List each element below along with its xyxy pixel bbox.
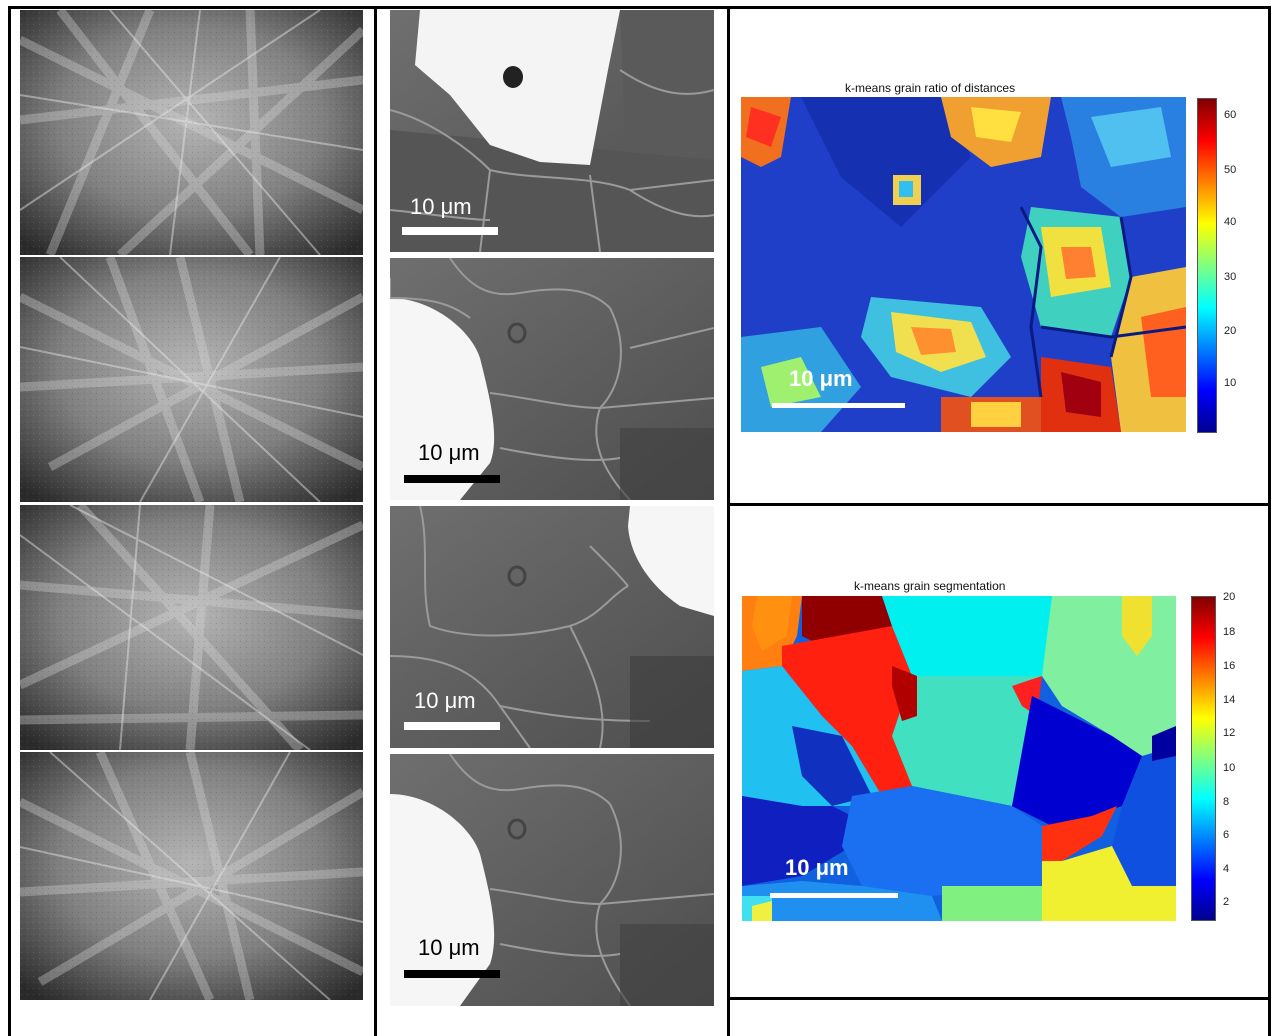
micrograph-2 xyxy=(389,257,715,501)
row-divider-1 xyxy=(727,503,1271,506)
scale-label-2: 10 μm xyxy=(418,440,480,465)
map-2-tick-0: 20 xyxy=(1223,591,1236,603)
map-2-tick-3: 14 xyxy=(1223,694,1236,706)
map-2-tick-4: 12 xyxy=(1223,727,1236,739)
micrograph-column xyxy=(389,10,715,1007)
map-1-scale-label: 10 μm xyxy=(789,366,853,391)
table-border-top xyxy=(8,6,1271,9)
scale-label-1: 10 μm xyxy=(410,194,472,219)
map-1-tick-4: 20 xyxy=(1224,325,1237,337)
scale-label-3: 10 μm xyxy=(414,688,476,713)
micrograph-1 xyxy=(389,10,715,253)
segmentation-map-image xyxy=(742,596,1176,921)
scale-bar-2 xyxy=(404,475,500,483)
ratio-map-image xyxy=(741,97,1187,432)
map-2-colorbar xyxy=(1191,596,1216,921)
map-1-colorbar xyxy=(1197,98,1217,433)
map-1-tick-1: 50 xyxy=(1224,164,1237,176)
map-1-tick-3: 30 xyxy=(1224,271,1237,283)
scale-bar-1 xyxy=(402,227,498,235)
map-1-tick-0: 60 xyxy=(1224,109,1237,121)
map-2-tick-2: 16 xyxy=(1223,660,1236,672)
map-2-title: k-means grain segmentation xyxy=(854,579,1006,593)
segmentation-map xyxy=(742,596,1176,921)
micrograph-3 xyxy=(389,505,714,749)
map-1-title: k-means grain ratio of distances xyxy=(845,81,1016,95)
kikuchi-pattern-column xyxy=(18,7,367,1002)
ratio-map xyxy=(741,97,1187,432)
map-2-tick-7: 6 xyxy=(1223,829,1230,841)
map-2-tick-9: 2 xyxy=(1223,896,1230,908)
map-2-tick-1: 18 xyxy=(1223,626,1236,638)
map-1-scale-bar xyxy=(772,403,905,408)
scale-label-4: 10 μm xyxy=(418,935,480,960)
scale-bar-3 xyxy=(404,722,500,730)
kikuchi-pattern-2 xyxy=(18,255,366,504)
map-2-tick-5: 10 xyxy=(1223,762,1236,774)
table-border-left xyxy=(8,6,11,1036)
map-1-tick-5: 10 xyxy=(1224,377,1237,389)
kikuchi-pattern-1 xyxy=(18,7,367,259)
map-1-tick-2: 40 xyxy=(1224,216,1237,228)
table-border-right xyxy=(1268,6,1271,1036)
kikuchi-pattern-4 xyxy=(18,750,366,1002)
column-divider-2 xyxy=(727,6,730,1036)
scale-bar-4 xyxy=(404,970,500,978)
column-divider-1 xyxy=(374,6,377,1036)
micrograph-4 xyxy=(390,753,715,1007)
map-2-tick-6: 8 xyxy=(1223,796,1230,808)
kikuchi-pattern-3 xyxy=(18,501,365,754)
map-2-scale-bar xyxy=(770,893,898,898)
kikuchi-patterns xyxy=(18,7,367,1002)
map-2-scale-label: 10 μm xyxy=(785,855,849,880)
micrograph-images xyxy=(389,10,715,1007)
row-divider-2 xyxy=(727,997,1271,1000)
map-2-tick-8: 4 xyxy=(1223,863,1230,875)
